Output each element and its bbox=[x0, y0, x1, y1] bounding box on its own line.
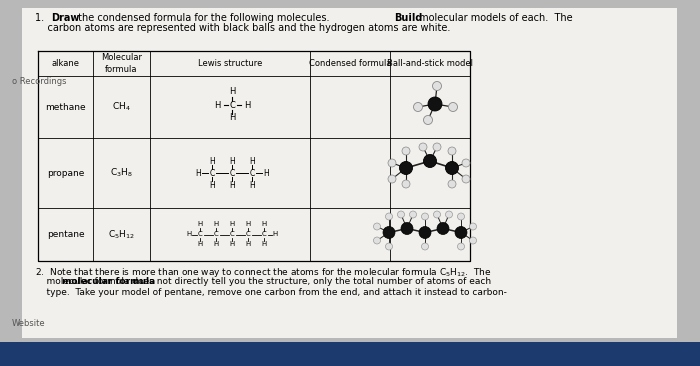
Circle shape bbox=[428, 97, 442, 111]
Text: 1.: 1. bbox=[35, 13, 50, 23]
Text: molecular models of each.  The: molecular models of each. The bbox=[416, 13, 573, 23]
Text: C$_3$H$_8$: C$_3$H$_8$ bbox=[110, 167, 133, 179]
Text: H: H bbox=[263, 168, 269, 178]
Text: C: C bbox=[230, 168, 235, 178]
Circle shape bbox=[383, 227, 395, 239]
Circle shape bbox=[421, 213, 428, 220]
Text: H: H bbox=[214, 242, 218, 247]
Circle shape bbox=[386, 243, 393, 250]
Circle shape bbox=[424, 154, 437, 168]
Text: molecular formula does not directly tell you the structure, only the total numbe: molecular formula does not directly tell… bbox=[35, 277, 491, 286]
Text: H: H bbox=[197, 221, 202, 228]
Text: C: C bbox=[209, 168, 215, 178]
Circle shape bbox=[402, 180, 410, 188]
Text: C: C bbox=[229, 101, 235, 109]
Circle shape bbox=[462, 175, 470, 183]
Circle shape bbox=[398, 211, 405, 218]
Circle shape bbox=[419, 227, 431, 239]
Text: molecular formula: molecular formula bbox=[62, 277, 155, 286]
Text: H: H bbox=[272, 232, 278, 238]
Text: H: H bbox=[209, 157, 215, 165]
Text: Draw: Draw bbox=[51, 13, 79, 23]
Circle shape bbox=[470, 223, 477, 230]
Circle shape bbox=[437, 223, 449, 235]
Circle shape bbox=[419, 143, 427, 151]
Text: H: H bbox=[209, 180, 215, 190]
Text: Lewis structure: Lewis structure bbox=[198, 59, 262, 68]
Text: H: H bbox=[229, 157, 235, 165]
Text: H: H bbox=[230, 221, 235, 228]
Circle shape bbox=[414, 102, 423, 112]
Circle shape bbox=[448, 180, 456, 188]
Text: carbon atoms are represented with black balls and the hydrogen atoms are white.: carbon atoms are represented with black … bbox=[35, 23, 450, 33]
Text: H: H bbox=[195, 168, 201, 178]
Circle shape bbox=[421, 243, 428, 250]
Circle shape bbox=[458, 243, 465, 250]
Text: Ball-and-stick model: Ball-and-stick model bbox=[387, 59, 473, 68]
Circle shape bbox=[388, 175, 396, 183]
Text: H: H bbox=[244, 101, 250, 109]
Text: C: C bbox=[214, 232, 218, 238]
Text: H: H bbox=[230, 242, 235, 247]
Text: H: H bbox=[246, 242, 251, 247]
Text: CH$_4$: CH$_4$ bbox=[112, 101, 131, 113]
Text: methane: methane bbox=[46, 102, 86, 112]
Text: C: C bbox=[230, 232, 235, 238]
Circle shape bbox=[424, 116, 433, 124]
Circle shape bbox=[445, 161, 458, 175]
Circle shape bbox=[462, 159, 470, 167]
Text: H: H bbox=[249, 180, 255, 190]
Circle shape bbox=[386, 213, 393, 220]
Text: H: H bbox=[186, 232, 192, 238]
Circle shape bbox=[402, 147, 410, 155]
Text: Condensed formula: Condensed formula bbox=[309, 59, 391, 68]
Text: C: C bbox=[249, 168, 255, 178]
Circle shape bbox=[445, 211, 452, 218]
Circle shape bbox=[455, 227, 467, 239]
Circle shape bbox=[458, 213, 465, 220]
Circle shape bbox=[410, 211, 416, 218]
Circle shape bbox=[374, 223, 381, 230]
Text: H: H bbox=[249, 157, 255, 165]
Text: pentane: pentane bbox=[47, 230, 84, 239]
Circle shape bbox=[400, 161, 412, 175]
FancyBboxPatch shape bbox=[22, 8, 677, 338]
Text: H: H bbox=[214, 221, 218, 228]
Text: H: H bbox=[214, 101, 220, 109]
Text: Molecular
formula: Molecular formula bbox=[101, 53, 142, 74]
Text: C: C bbox=[246, 232, 251, 238]
Circle shape bbox=[374, 237, 381, 244]
Text: C: C bbox=[197, 232, 202, 238]
Text: o Recordings: o Recordings bbox=[12, 76, 66, 86]
Text: H: H bbox=[197, 242, 202, 247]
Circle shape bbox=[401, 223, 413, 235]
FancyBboxPatch shape bbox=[0, 342, 700, 366]
Circle shape bbox=[388, 159, 396, 167]
Text: type.  Take your model of pentane, remove one carbon from the end, and attach it: type. Take your model of pentane, remove… bbox=[35, 288, 507, 297]
Text: H: H bbox=[261, 221, 267, 228]
Text: C: C bbox=[262, 232, 267, 238]
Text: the condensed formula for the following molecules.: the condensed formula for the following … bbox=[75, 13, 336, 23]
Text: H: H bbox=[229, 113, 235, 123]
Text: H: H bbox=[229, 180, 235, 190]
Text: 2.  Note that there is more than one way to connect the atoms for the molecular : 2. Note that there is more than one way … bbox=[35, 266, 492, 279]
Circle shape bbox=[470, 237, 477, 244]
Text: H: H bbox=[246, 221, 251, 228]
Text: C$_5$H$_{12}$: C$_5$H$_{12}$ bbox=[108, 228, 135, 241]
Text: Build: Build bbox=[394, 13, 422, 23]
Circle shape bbox=[448, 147, 456, 155]
Text: H: H bbox=[261, 242, 267, 247]
Text: H: H bbox=[229, 87, 235, 97]
Circle shape bbox=[433, 82, 442, 90]
Text: Website: Website bbox=[12, 320, 46, 329]
Circle shape bbox=[433, 211, 440, 218]
Text: alkane: alkane bbox=[52, 59, 80, 68]
Text: propane: propane bbox=[47, 168, 84, 178]
Circle shape bbox=[433, 143, 441, 151]
Circle shape bbox=[449, 102, 458, 112]
